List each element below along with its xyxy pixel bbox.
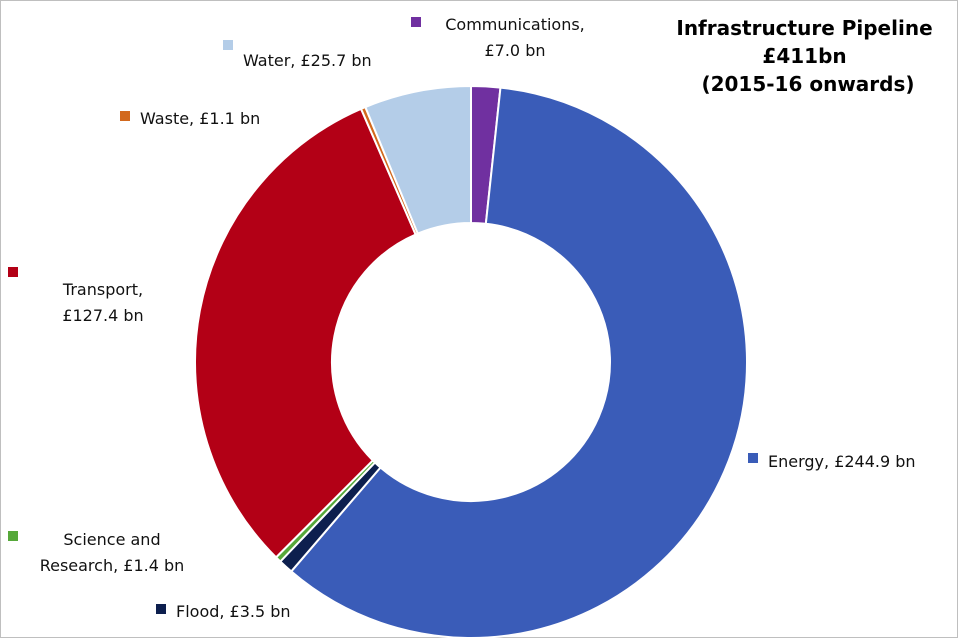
label-science-and-research: Science and Research, £1.4 bn (40, 530, 185, 575)
label-flood-line-1: Flood, £3.5 bn (176, 602, 291, 621)
label-energy-line-1: Energy, £244.9 bn (768, 452, 916, 471)
label-communications-line-1: Communications, (445, 15, 585, 34)
title-line-1: Infrastructure Pipeline (676, 16, 932, 40)
title-line-2: £411bn (762, 44, 846, 68)
label-waste: Waste, £1.1 bn (140, 109, 260, 128)
label-water: Water, £25.7 bn (243, 51, 372, 70)
slice-labels: Communications, £7.0 bn Energy, £244.9 bn F… (8, 15, 916, 621)
marker-waste (120, 111, 130, 121)
label-transport: Transport, £127.4 bn (62, 280, 144, 325)
marker-energy (748, 453, 758, 463)
marker-transport (8, 267, 18, 277)
label-flood: Flood, £3.5 bn (176, 602, 291, 621)
chart-title: Infrastructure Pipeline £411bn (2015-16 … (676, 16, 939, 96)
slice-transport (194, 107, 417, 559)
label-water-line-1: Water, £25.7 bn (243, 51, 372, 70)
label-energy: Energy, £244.9 bn (768, 452, 916, 471)
label-waste-line-1: Waste, £1.1 bn (140, 109, 260, 128)
marker-communications (411, 17, 421, 27)
marker-science-and-research (8, 531, 18, 541)
marker-flood (156, 604, 166, 614)
label-transport-line-1: Transport, (62, 280, 143, 299)
label-communications-line-2: £7.0 bn (484, 41, 545, 60)
slice-water (364, 84, 472, 235)
label-communications: Communications, £7.0 bn (445, 15, 585, 60)
label-science-and-research-line-2: Research, £1.4 bn (40, 556, 185, 575)
label-science-and-research-line-1: Science and (63, 530, 160, 549)
marker-water (223, 40, 233, 50)
label-transport-line-2: £127.4 bn (62, 306, 143, 325)
donut-slices (194, 84, 748, 639)
title-line-3: (2015-16 onwards) (701, 72, 914, 96)
slice-energy (289, 86, 748, 639)
